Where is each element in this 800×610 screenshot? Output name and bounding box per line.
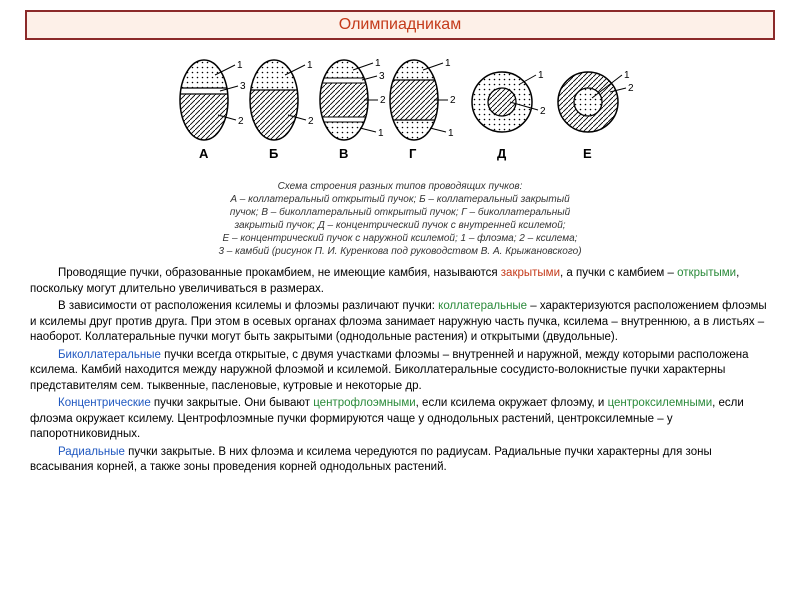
caption-l1: пучок; В – биколлатеральный открытый пуч… <box>230 207 570 218</box>
term-radial: Радиальные <box>58 446 125 458</box>
svg-text:2: 2 <box>450 95 456 106</box>
diagram-caption: Схема строения разных типов проводящих п… <box>60 180 740 258</box>
svg-text:1: 1 <box>378 128 384 139</box>
term-bicollateral: Биколлатеральные <box>58 349 161 361</box>
term-closed: закрытыми <box>501 267 560 279</box>
svg-text:1: 1 <box>307 60 313 71</box>
label-A: А <box>199 146 209 161</box>
para-2: В зависимости от расположения ксилемы и … <box>30 299 770 346</box>
svg-text:3: 3 <box>240 81 246 92</box>
para-3: Биколлатеральные пучки всегда открытые, … <box>30 348 770 395</box>
term-concentric: Концентрические <box>58 397 151 409</box>
svg-text:2: 2 <box>628 83 634 94</box>
caption-l0: А – коллатеральный открытый пучок; Б – к… <box>230 194 569 205</box>
label-B: Б <box>269 146 278 161</box>
header-banner: Олимпиадникам <box>25 10 775 40</box>
svg-text:2: 2 <box>308 116 314 127</box>
term-centroxylem: центроксилемными <box>608 397 713 409</box>
body-text: Проводящие пучки, образованные прокамбие… <box>0 266 800 476</box>
svg-text:2: 2 <box>238 116 244 127</box>
label-D: Д <box>497 146 507 161</box>
para-1: Проводящие пучки, образованные прокамбие… <box>30 266 770 297</box>
term-open: открытыми <box>677 267 736 279</box>
label-G: Г <box>409 146 417 161</box>
para-4: Концентрические пучки закрытые. Они быва… <box>30 396 770 443</box>
svg-text:2: 2 <box>540 106 546 117</box>
term-collateral: коллатеральные <box>438 300 527 312</box>
svg-text:3: 3 <box>379 71 385 82</box>
svg-text:1: 1 <box>237 60 243 71</box>
svg-text:1: 1 <box>375 58 381 69</box>
caption-l4: 3 – камбий (рисунок П. И. Куренкова под … <box>218 246 581 257</box>
header-title: Олимпиадникам <box>339 16 461 33</box>
svg-text:1: 1 <box>445 58 451 69</box>
caption-l2: закрытый пучок; Д – концентрический пучо… <box>234 220 565 231</box>
label-E: Е <box>583 146 592 161</box>
svg-text:1: 1 <box>448 128 454 139</box>
svg-text:2: 2 <box>380 95 386 106</box>
label-V: В <box>339 146 348 161</box>
caption-l3: Е – концентрический пучок с наружной кси… <box>223 233 578 244</box>
svg-text:1: 1 <box>624 70 630 81</box>
term-centrophloem: центрофлоэмными <box>313 397 415 409</box>
svg-text:1: 1 <box>538 70 544 81</box>
bundle-scheme-svg: 1 3 2 А 1 2 Б <box>150 50 650 170</box>
para-5: Радиальные пучки закрытые. В них флоэма … <box>30 445 770 476</box>
diagram: 1 3 2 А 1 2 Б <box>0 50 800 175</box>
caption-title: Схема строения разных типов проводящих п… <box>278 181 523 192</box>
